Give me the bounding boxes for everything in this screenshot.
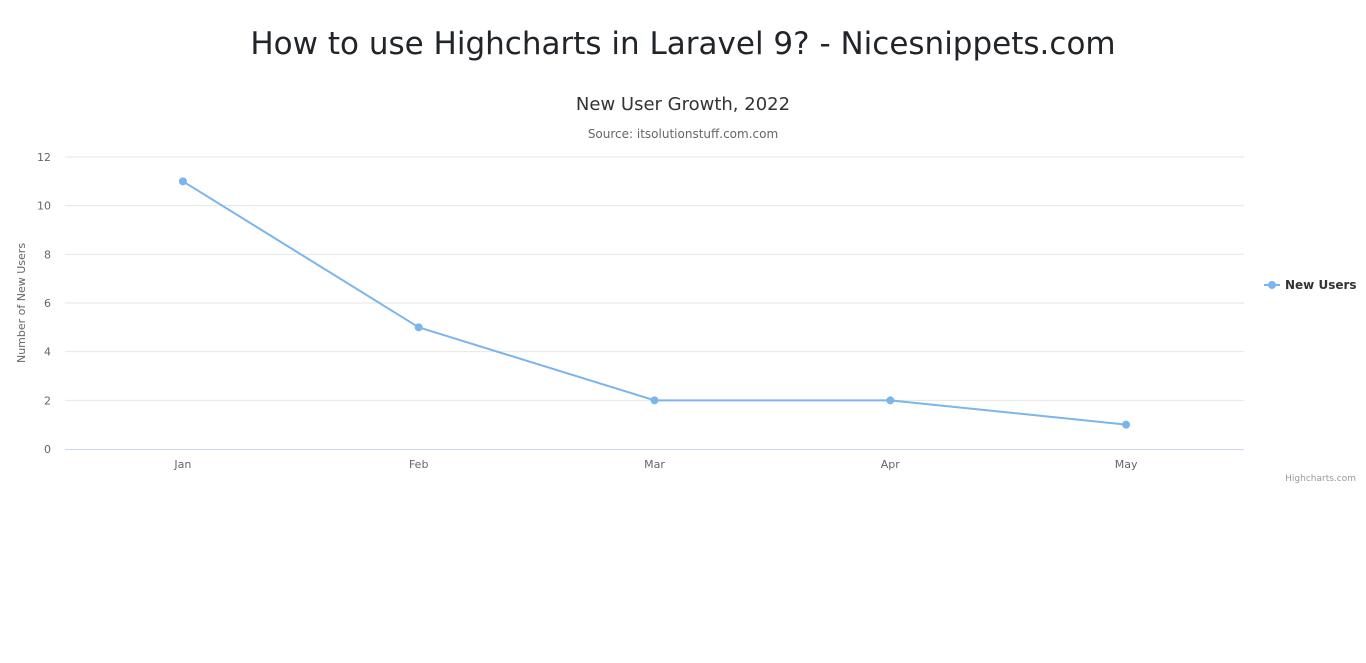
data-point[interactable]: [886, 396, 895, 405]
series-layer: [178, 177, 1131, 429]
x-tick-label: Apr: [881, 458, 901, 471]
legend-symbol-marker: [1268, 281, 1276, 289]
y-tick-label: 10: [37, 200, 51, 213]
chart-subtitle: Source: itsolutionstuff.com.com: [588, 127, 778, 141]
y-tick-label: 0: [44, 443, 51, 456]
data-point[interactable]: [650, 396, 659, 405]
y-axis-title: Number of New Users: [15, 243, 28, 363]
data-point[interactable]: [414, 323, 423, 332]
y-tick-label: 12: [37, 151, 51, 164]
x-axis-ticks: Jan Feb Mar Apr May: [173, 458, 1138, 471]
x-tick-label: Mar: [644, 458, 665, 471]
x-tick-label: Feb: [409, 458, 428, 471]
grid-lines: [65, 156, 1244, 401]
x-tick-label: May: [1115, 458, 1138, 471]
y-tick-label: 4: [44, 346, 51, 359]
line-chart: New User Growth, 2022 Source: itsolution…: [15, 94, 1357, 484]
credits-link[interactable]: Highcharts.com: [1285, 474, 1356, 484]
chart-title: New User Growth, 2022: [576, 94, 790, 115]
y-tick-label: 6: [44, 297, 51, 310]
y-tick-label: 2: [44, 394, 51, 407]
page-heading: How to use Highcharts in Laravel 9? - Ni…: [250, 26, 1116, 62]
chart-container: New User Growth, 2022 Source: itsolution…: [0, 80, 1366, 500]
x-tick-label: Jan: [173, 458, 191, 471]
y-tick-label: 8: [44, 248, 51, 261]
data-point[interactable]: [178, 177, 187, 186]
legend-item-label[interactable]: New Users: [1285, 278, 1357, 292]
y-axis-ticks: 0 2 4 6 8 10 12: [37, 151, 51, 456]
legend[interactable]: New Users: [1264, 278, 1357, 292]
data-point[interactable]: [1122, 420, 1131, 429]
